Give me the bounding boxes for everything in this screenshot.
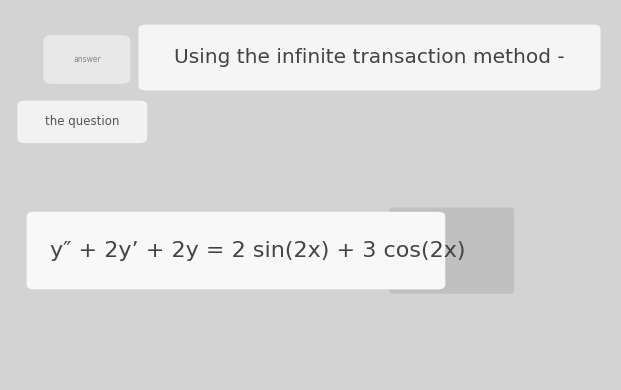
Text: answer: answer bbox=[73, 55, 101, 64]
FancyBboxPatch shape bbox=[27, 212, 445, 289]
FancyBboxPatch shape bbox=[43, 35, 130, 84]
Text: the question: the question bbox=[45, 115, 119, 128]
Text: y″ + 2y’ + 2y = 2 sin(2x) + 3 cos(2x): y″ + 2y’ + 2y = 2 sin(2x) + 3 cos(2x) bbox=[50, 241, 465, 261]
FancyBboxPatch shape bbox=[389, 207, 514, 294]
FancyBboxPatch shape bbox=[17, 101, 147, 143]
Text: Using the infinite transaction method -: Using the infinite transaction method - bbox=[174, 48, 565, 67]
FancyBboxPatch shape bbox=[138, 25, 601, 90]
